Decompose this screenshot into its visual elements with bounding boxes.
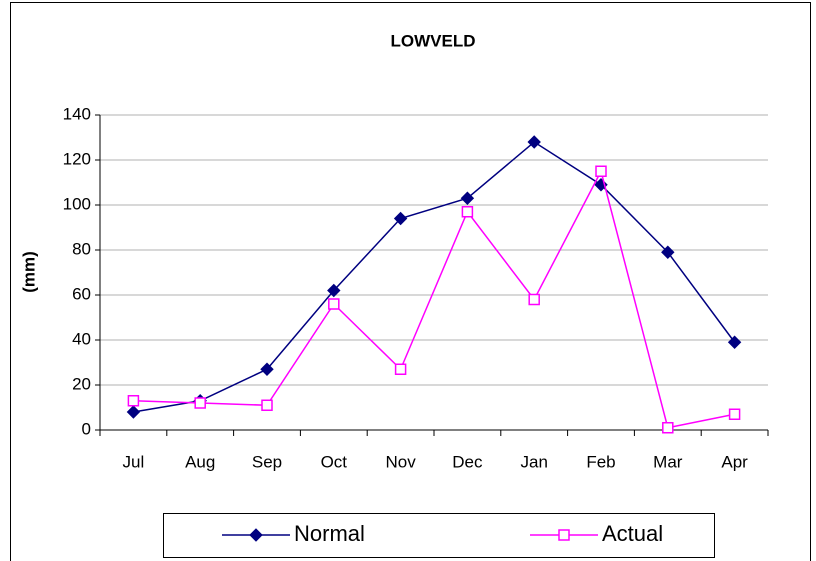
data-point <box>394 363 407 375</box>
data-point <box>126 405 141 419</box>
series-line <box>133 141 736 413</box>
y-tick-label: 140 <box>63 104 91 123</box>
data-point <box>595 165 607 177</box>
data-point <box>261 399 273 411</box>
data-point <box>661 245 675 259</box>
x-tick-label: Feb <box>586 452 615 471</box>
data-point <box>327 283 341 298</box>
legend-marker <box>558 529 570 541</box>
data-point <box>727 335 742 349</box>
data-point <box>527 135 541 149</box>
x-tick-label: Sep <box>252 452 282 471</box>
y-tick-label: 60 <box>72 284 91 303</box>
y-tick-label: 0 <box>82 419 91 438</box>
x-tick-label: Aug <box>185 452 215 471</box>
x-tick-label: Jul <box>123 452 145 471</box>
chart-title: LOWVELD <box>391 31 476 50</box>
chart-frame <box>10 2 811 561</box>
data-point <box>528 293 540 306</box>
x-tick-label: Nov <box>385 452 416 471</box>
data-point <box>260 362 274 376</box>
x-tick-label: Apr <box>721 452 748 471</box>
legend-marker <box>249 528 263 542</box>
data-point <box>127 395 140 407</box>
data-point <box>461 206 474 218</box>
x-tick-label: Jan <box>520 452 547 471</box>
data-point <box>728 408 741 420</box>
x-tick-label: Dec <box>452 452 483 471</box>
legend-label: Actual <box>602 521 663 546</box>
y-tick-label: 100 <box>63 194 91 213</box>
y-axis-label: (mm) <box>19 251 38 293</box>
y-tick-label: 20 <box>72 374 91 393</box>
data-point <box>662 422 674 434</box>
data-point <box>393 211 408 226</box>
x-tick-label: Mar <box>653 452 683 471</box>
y-tick-label: 80 <box>72 239 91 258</box>
data-point <box>460 191 475 205</box>
x-tick-label: Oct <box>321 452 348 471</box>
y-tick-label: 40 <box>72 329 91 348</box>
series-line <box>133 169 735 429</box>
y-tick-label: 120 <box>63 149 91 168</box>
data-point <box>328 298 340 310</box>
legend-label: Normal <box>294 521 365 546</box>
data-point <box>194 397 206 409</box>
